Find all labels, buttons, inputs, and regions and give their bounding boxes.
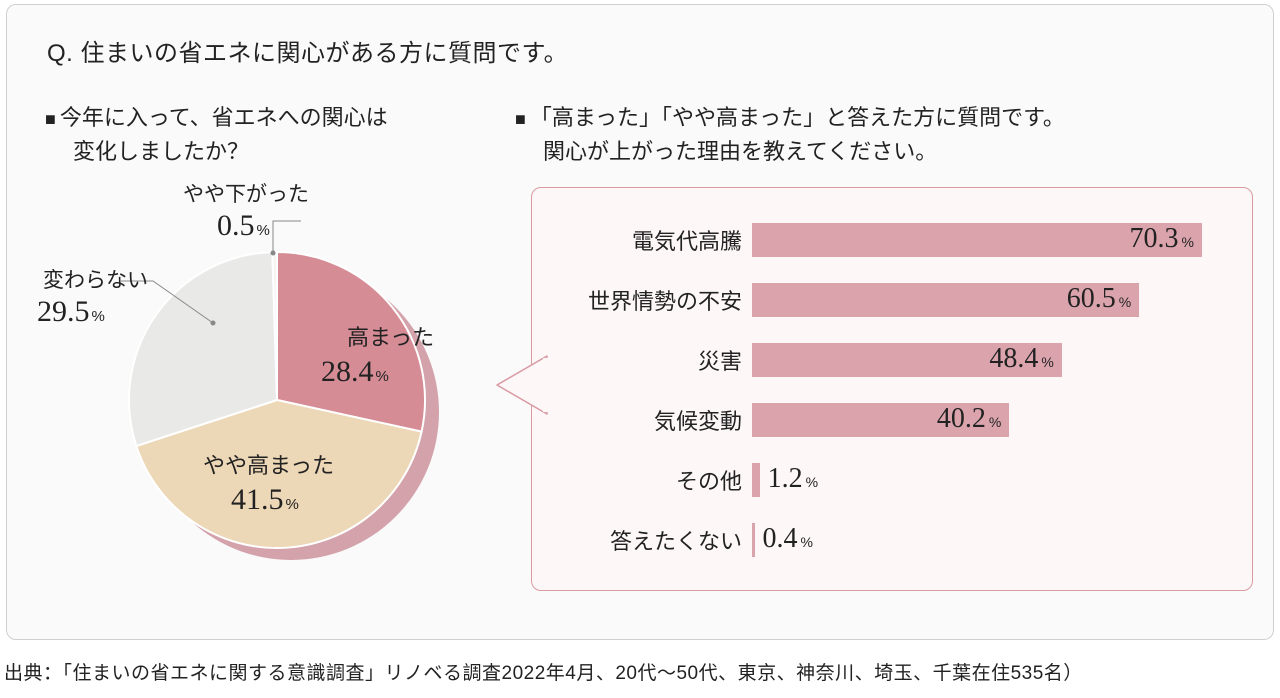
pie-slice-label: 高まった bbox=[347, 325, 434, 350]
bar-chart-panel: 電気代高騰 70.3% 世界情勢の不安 60.5% 災害 48.4% 気候変動 40.2% その… bbox=[531, 187, 1253, 591]
bar-fill bbox=[752, 463, 760, 497]
bar-row: その他 1.2% bbox=[532, 456, 1252, 504]
bullet-icon: ■ bbox=[45, 109, 56, 129]
pie-slice-value: 0.5% bbox=[217, 209, 270, 242]
bar-label: 答えたくない bbox=[532, 524, 752, 556]
subquestion-left: ■今年に入って、省エネへの関心は 変化しましたか？ bbox=[45, 101, 485, 169]
bar-label: その他 bbox=[532, 464, 752, 496]
bar-value: 0.4% bbox=[763, 523, 813, 557]
bar-row: 世界情勢の不安 60.5% bbox=[532, 276, 1252, 324]
bar-value: 48.4% bbox=[989, 343, 1061, 377]
question-title: Q. 住まいの省エネに関心がある方に質問です。 bbox=[47, 33, 568, 68]
bar-fill bbox=[752, 523, 755, 557]
subq-right-line1: 「高まった」「やや高まった」と答えた方に質問です。 bbox=[530, 105, 1065, 130]
source-citation: 出典：「住まいの省エネに関する意識調査」リノベる調査2022年4月、20代～50… bbox=[4, 658, 1083, 685]
bar-value: 1.2% bbox=[768, 463, 818, 497]
bar-value: 60.5% bbox=[1067, 283, 1139, 317]
bar-label: 電気代高騰 bbox=[532, 224, 752, 256]
bar-value: 70.3% bbox=[1129, 223, 1201, 257]
survey-panel: Q. 住まいの省エネに関心がある方に質問です。 ■今年に入って、省エネへの関心は… bbox=[6, 4, 1274, 640]
bar-label: 気候変動 bbox=[532, 404, 752, 436]
subq-left-line1: 今年に入って、省エネへの関心は bbox=[60, 105, 388, 130]
bar-label: 世界情勢の不安 bbox=[532, 284, 752, 316]
subq-left-line2: 変化しましたか？ bbox=[45, 135, 485, 169]
pie-slice-label: 変わらない bbox=[43, 269, 148, 292]
subquestion-right: ■「高まった」「やや高まった」と答えた方に質問です。 関心が上がった理由を教えて… bbox=[515, 101, 1255, 169]
bar-label: 災害 bbox=[532, 344, 752, 376]
pie-slice-label: やや高まった bbox=[203, 453, 334, 478]
pie-chart: 高まった28.4%やや高まった41.5%変わらない29.5%やや下がった0.5% bbox=[7, 175, 527, 635]
pie-slice-value: 29.5% bbox=[37, 295, 105, 328]
bar-row: 電気代高騰 70.3% bbox=[532, 216, 1252, 264]
bar-row: 答えたくない 0.4% bbox=[532, 516, 1252, 564]
subq-right-line2: 関心が上がった理由を教えてください。 bbox=[515, 135, 1255, 169]
bullet-icon: ■ bbox=[515, 109, 526, 129]
bar-row: 気候変動 40.2% bbox=[532, 396, 1252, 444]
bar-row: 災害 48.4% bbox=[532, 336, 1252, 384]
bar-value: 40.2% bbox=[937, 403, 1009, 437]
pie-slice-label: やや下がった bbox=[183, 183, 309, 206]
